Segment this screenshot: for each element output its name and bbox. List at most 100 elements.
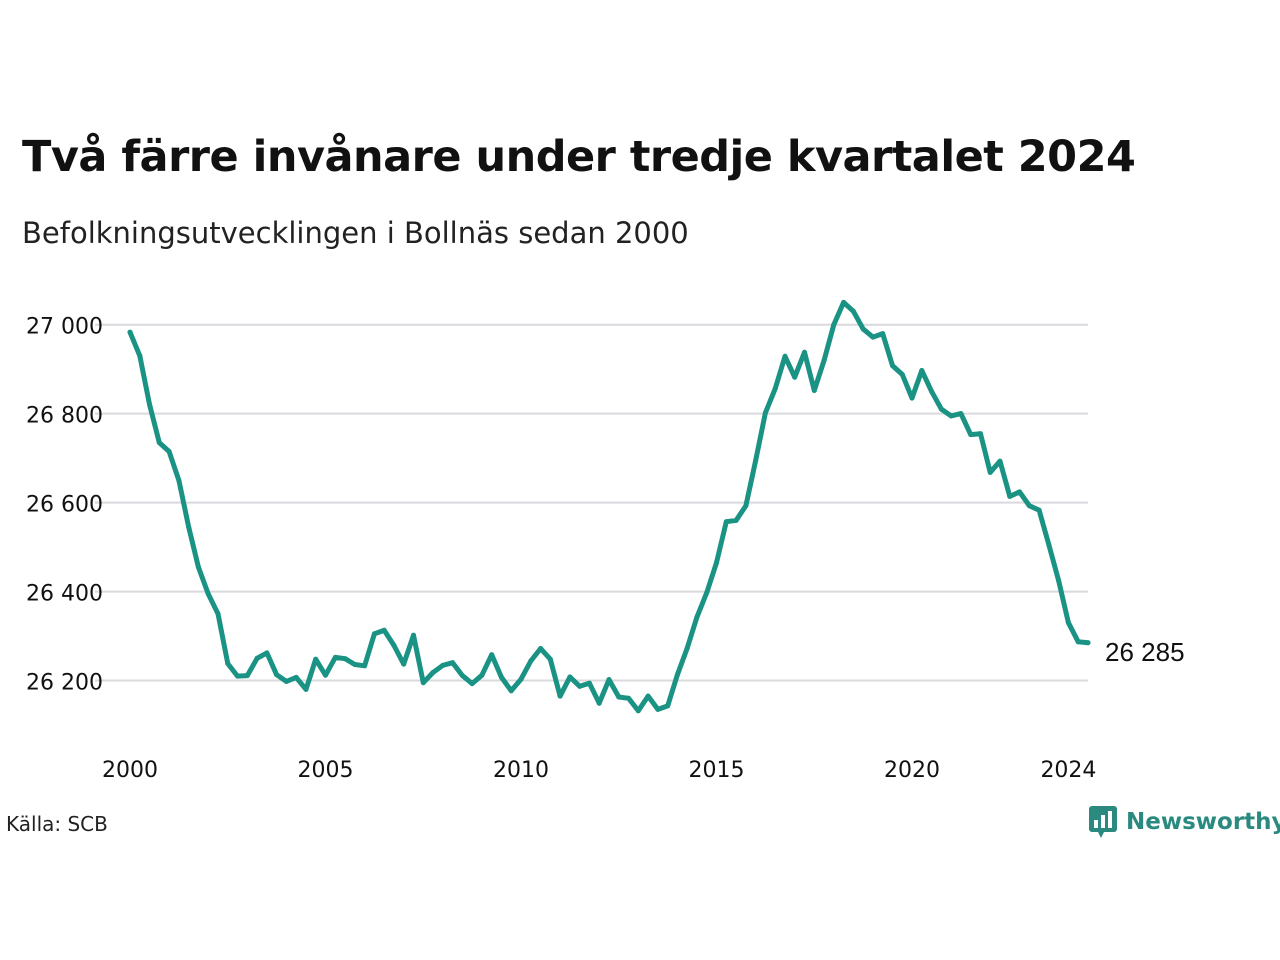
data-point (929, 388, 935, 394)
chart-title: Två färre invånare under tredje kvartale… (22, 132, 1136, 182)
x-tick-label: 2010 (493, 758, 549, 783)
data-point (645, 693, 651, 699)
population-series-line (127, 299, 1091, 714)
data-point (655, 706, 661, 712)
x-tick-label: 2020 (884, 758, 940, 783)
data-point (616, 694, 622, 700)
data-point (1007, 493, 1013, 499)
data-point (381, 627, 387, 633)
data-point (547, 656, 553, 662)
data-point (635, 708, 641, 714)
data-point (186, 524, 192, 530)
x-tick-label: 2024 (1040, 758, 1096, 783)
x-tick-label: 2005 (298, 758, 354, 783)
data-point (264, 650, 270, 656)
data-point (225, 661, 231, 667)
data-point (244, 673, 250, 679)
y-tick-label: 27 000 (26, 315, 103, 340)
data-point (205, 591, 211, 597)
data-point (332, 654, 338, 660)
data-point (518, 676, 524, 682)
data-point (557, 693, 563, 699)
data-point (1017, 489, 1023, 495)
data-point (362, 663, 368, 669)
data-point (753, 458, 759, 464)
data-point (850, 308, 856, 314)
data-point (411, 632, 416, 638)
data-point (841, 299, 847, 305)
data-point (440, 662, 446, 668)
data-point (176, 477, 182, 483)
data-point (626, 695, 632, 701)
data-point (802, 349, 807, 355)
data-point (508, 688, 514, 694)
data-point (665, 703, 671, 709)
data-point (704, 590, 710, 595)
data-point (450, 660, 456, 666)
data-point (772, 386, 778, 392)
data-point (684, 645, 690, 651)
data-point (811, 388, 817, 393)
data-point (714, 560, 719, 566)
data-point (821, 357, 827, 363)
data-point (489, 652, 495, 658)
data-point (1065, 620, 1071, 626)
data-point (538, 646, 544, 651)
data-point (899, 372, 905, 377)
data-point (674, 672, 680, 678)
data-point (1085, 640, 1091, 646)
data-point (147, 402, 153, 408)
data-point (997, 458, 1003, 464)
data-point (371, 631, 377, 637)
series-layer (127, 299, 1091, 714)
data-point (870, 334, 876, 340)
data-point (860, 326, 866, 332)
data-point (958, 411, 964, 417)
data-point (968, 432, 974, 438)
data-point (596, 700, 602, 706)
data-point (156, 440, 162, 446)
data-point (987, 469, 993, 475)
data-point (352, 662, 358, 667)
data-point (880, 331, 886, 337)
data-point (890, 363, 895, 369)
brand-logo[interactable]: Newsworthy (1088, 805, 1280, 839)
data-point (1036, 507, 1042, 513)
y-tick-label: 26 800 (26, 404, 103, 429)
x-tick-label: 2015 (689, 758, 745, 783)
data-point (723, 519, 729, 525)
data-point (606, 677, 612, 683)
data-point (195, 564, 201, 570)
data-point (1056, 578, 1062, 584)
data-point (792, 374, 798, 380)
data-point (459, 673, 465, 679)
data-point (215, 611, 221, 617)
chart-subtitle: Befolkningsutvecklingen i Bollnäs sedan … (22, 216, 689, 250)
data-point (137, 353, 143, 359)
data-point (782, 353, 788, 359)
data-point (235, 673, 240, 679)
data-point (293, 674, 299, 680)
data-point (499, 674, 504, 680)
data-point (274, 672, 280, 678)
y-tick-label: 26 400 (26, 582, 103, 607)
grid-lines (95, 323, 1088, 682)
data-point (528, 658, 534, 664)
data-point (254, 655, 260, 661)
data-point (1026, 503, 1032, 509)
data-point (420, 680, 426, 686)
data-point (127, 329, 133, 335)
data-point (831, 322, 837, 328)
data-point (391, 642, 397, 648)
data-point (469, 681, 475, 687)
x-axis-ticks: 2000 2005 2010 2015 2020 2024 (102, 758, 1096, 783)
newsworthy-logo-icon (1089, 806, 1117, 838)
data-point (567, 674, 573, 680)
data-point (283, 678, 289, 684)
data-point (577, 683, 583, 689)
x-tick-label: 2000 (102, 758, 158, 783)
data-point (303, 686, 309, 692)
data-point (586, 680, 592, 686)
data-point (909, 395, 915, 401)
